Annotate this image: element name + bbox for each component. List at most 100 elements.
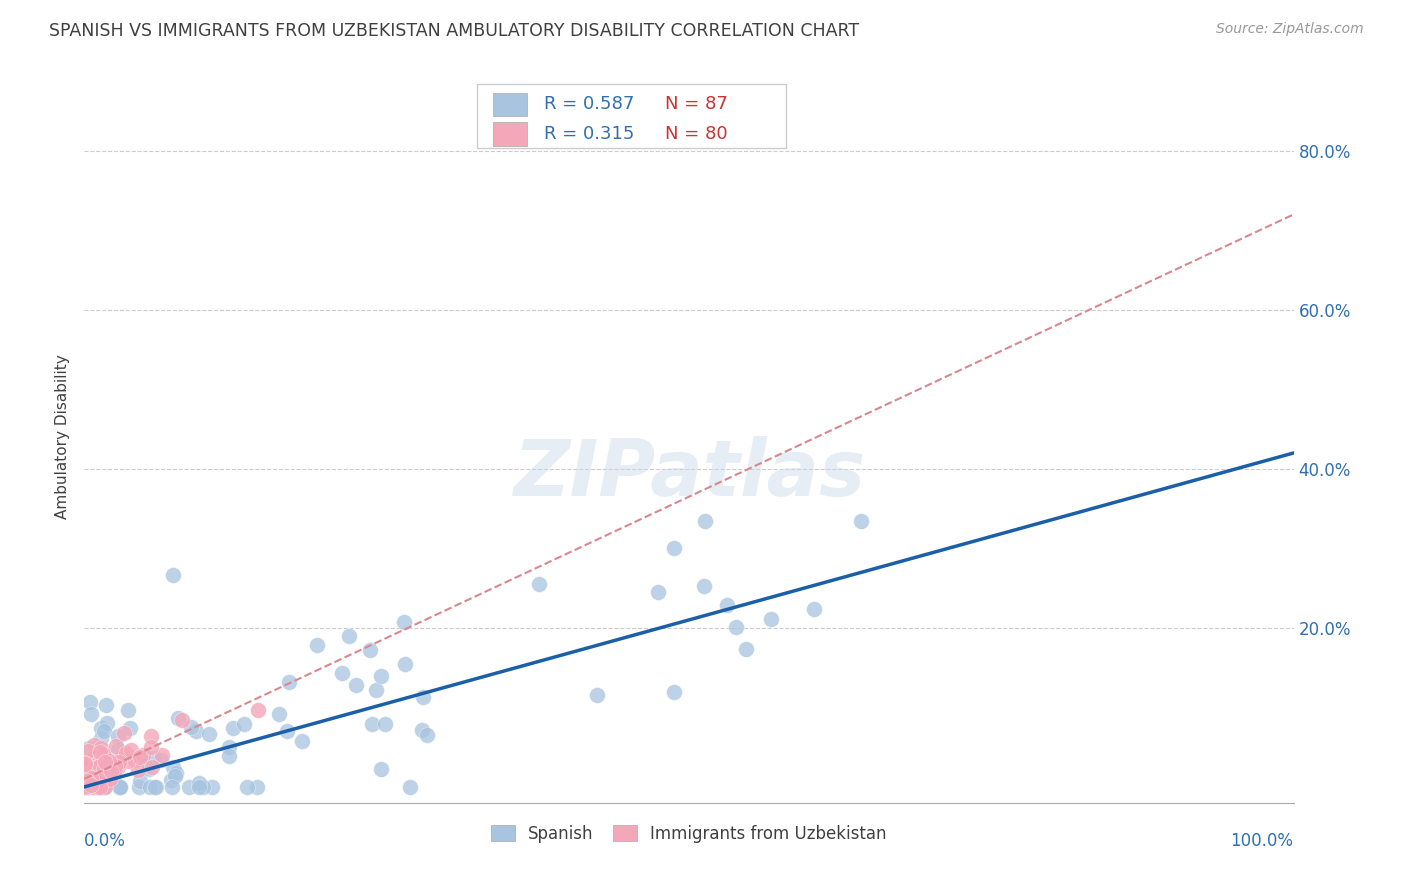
Point (90, 756, 112, 770)
Text: SPANISH VS IMMIGRANTS FROM UZBEKISTAN AMBULATORY DISABILITY CORRELATION CHART: SPANISH VS IMMIGRANTS FROM UZBEKISTAN AM… (49, 22, 859, 40)
Point (108, 780, 131, 794)
Point (416, 729, 439, 743)
Point (716, 598, 738, 612)
Point (86, 780, 108, 794)
Point (111, 748, 134, 763)
Point (93, 748, 115, 763)
Point (98, 754, 121, 768)
Point (103, 765, 125, 780)
Point (105, 739, 128, 753)
Point (73, 756, 96, 771)
Point (170, 713, 193, 727)
Point (143, 751, 166, 765)
Point (128, 780, 150, 794)
Point (84, 768, 107, 782)
Point (89, 759, 111, 773)
Point (131, 747, 153, 762)
Point (100, 764, 122, 779)
Point (73, 768, 96, 782)
Point (370, 762, 392, 776)
Point (98, 772, 121, 787)
Point (87, 772, 110, 787)
Point (79, 767, 101, 781)
Point (364, 683, 387, 698)
Point (107, 729, 129, 743)
Point (84, 761, 107, 775)
Text: N = 87: N = 87 (665, 95, 728, 113)
Point (76, 779, 98, 793)
Point (76, 780, 98, 794)
Point (91, 763, 114, 777)
Point (527, 577, 550, 591)
Point (267, 707, 290, 722)
Y-axis label: Ambulatory Disability: Ambulatory Disability (55, 355, 70, 519)
Point (93, 773, 115, 788)
Point (76, 756, 98, 771)
Point (86, 770, 108, 784)
Point (93, 724, 115, 739)
Point (94, 755, 117, 769)
Point (218, 748, 240, 763)
Point (76, 771, 98, 785)
Point (83, 739, 105, 753)
Point (76, 772, 98, 787)
Point (79, 778, 101, 792)
Point (149, 753, 172, 767)
Point (201, 780, 224, 794)
Point (187, 780, 209, 794)
Point (100, 761, 122, 775)
Point (198, 726, 221, 740)
Point (222, 721, 245, 735)
Point (160, 773, 183, 788)
Point (150, 748, 173, 763)
Point (93, 780, 115, 794)
Point (218, 739, 240, 754)
Point (83, 763, 105, 777)
Point (735, 641, 758, 656)
Point (330, 665, 353, 680)
Point (803, 602, 825, 616)
Text: 100.0%: 100.0% (1230, 832, 1294, 850)
Point (87, 773, 110, 788)
Point (139, 729, 162, 743)
Point (127, 763, 149, 777)
Point (108, 780, 131, 794)
Point (374, 716, 396, 731)
Point (77, 741, 100, 756)
Point (163, 769, 186, 783)
Point (80, 707, 103, 722)
Point (77, 777, 100, 791)
Point (165, 766, 187, 780)
Point (76, 780, 98, 794)
Point (180, 719, 202, 733)
Point (75, 770, 97, 784)
Point (184, 723, 207, 738)
Point (145, 780, 167, 794)
Point (276, 724, 298, 739)
Point (94, 777, 117, 791)
Text: 0.0%: 0.0% (84, 832, 127, 850)
Point (278, 674, 301, 689)
Point (90, 731, 112, 745)
Point (108, 755, 131, 769)
Point (76, 773, 98, 788)
Point (392, 615, 415, 629)
Point (82, 773, 104, 788)
Point (187, 775, 209, 789)
Point (86, 763, 108, 777)
Point (84, 780, 107, 794)
Point (87, 780, 110, 794)
Point (394, 657, 416, 671)
Point (77, 744, 100, 758)
Point (337, 629, 360, 643)
Point (141, 760, 163, 774)
Point (75, 764, 97, 779)
Point (693, 514, 716, 528)
FancyBboxPatch shape (494, 93, 527, 116)
Point (96, 715, 118, 730)
Point (291, 734, 314, 748)
Point (80, 780, 103, 794)
Point (94, 780, 117, 794)
Point (107, 743, 129, 757)
Point (162, 567, 184, 582)
